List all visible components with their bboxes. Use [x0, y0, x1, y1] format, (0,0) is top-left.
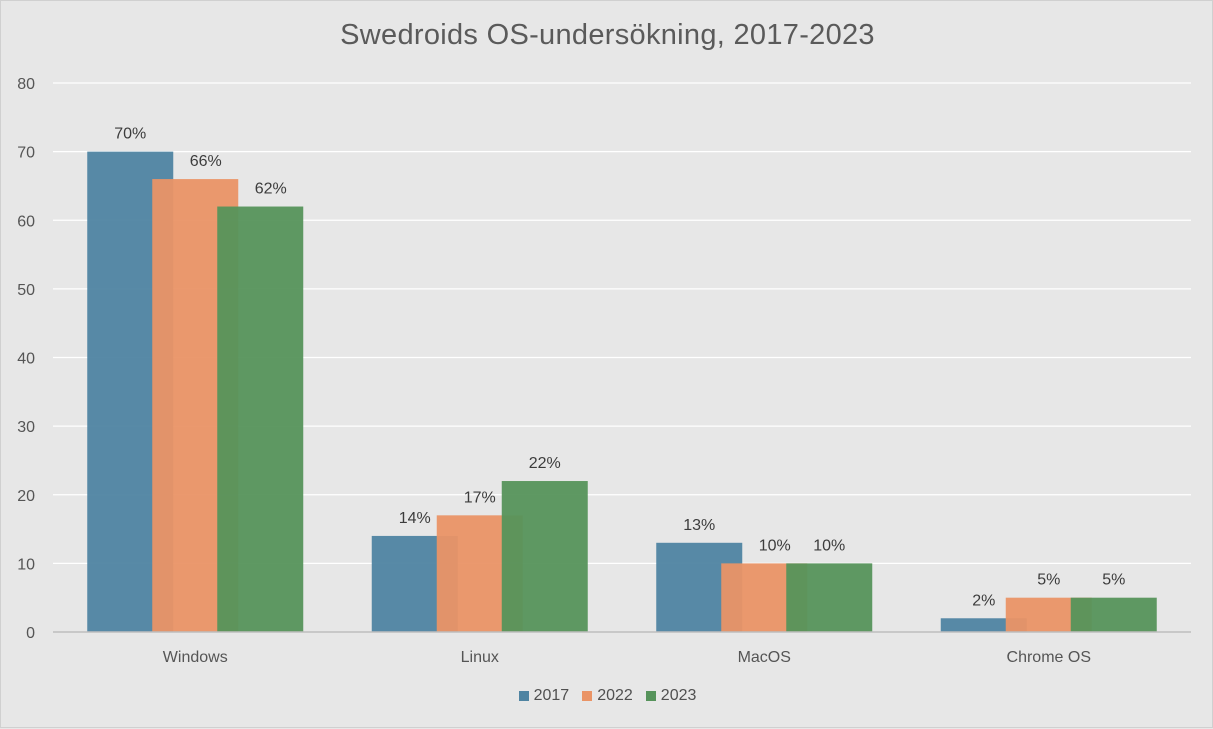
x-tick-label: Chrome OS [1007, 649, 1091, 666]
bar-2023-macos [786, 563, 873, 632]
y-tick-label: 30 [17, 419, 35, 436]
bar-2023-chrome-os [1070, 597, 1157, 632]
legend-item-2022: 2022 [582, 687, 633, 705]
y-tick-label: 50 [17, 282, 35, 299]
data-label: 10% [759, 537, 791, 554]
chart-title: Swedroids OS-undersökning, 2017-2023 [340, 19, 875, 51]
data-label: 13% [683, 517, 715, 534]
data-label: 5% [1102, 572, 1125, 589]
data-label: 70% [114, 126, 146, 143]
y-tick-label: 10 [17, 556, 35, 573]
legend-item-2017: 2017 [518, 687, 570, 705]
legend-swatch [582, 691, 593, 701]
data-label: 62% [255, 181, 287, 198]
legend-label: 2017 [533, 687, 570, 704]
y-tick-label: 70 [17, 145, 35, 162]
data-label: 5% [1037, 572, 1060, 589]
x-tick-label: Linux [461, 649, 499, 666]
y-tick-label: 20 [17, 488, 35, 505]
legend-label: 2022 [597, 687, 633, 704]
data-label: 17% [464, 489, 496, 506]
bar-2017-chrome-os [940, 618, 1027, 632]
bar-2023-windows [217, 206, 304, 632]
x-tick-label: MacOS [738, 649, 791, 666]
legend: 2017 2022 2023 [1, 687, 1213, 705]
y-tick-label: 0 [26, 625, 35, 642]
data-label: 14% [399, 510, 431, 527]
data-label: 22% [529, 455, 561, 472]
y-tick-label: 80 [17, 76, 35, 93]
data-label: 2% [972, 592, 995, 609]
data-label: 66% [190, 153, 222, 170]
y-tick-label: 40 [17, 351, 35, 368]
legend-swatch [645, 691, 656, 701]
y-tick-label: 60 [17, 213, 35, 230]
x-tick-label: Windows [163, 649, 228, 666]
data-label: 10% [813, 537, 845, 554]
bar-2023-linux [501, 481, 588, 632]
legend-item-2023: 2023 [645, 687, 697, 705]
legend-swatch [518, 691, 529, 701]
legend-label: 2023 [660, 687, 697, 704]
